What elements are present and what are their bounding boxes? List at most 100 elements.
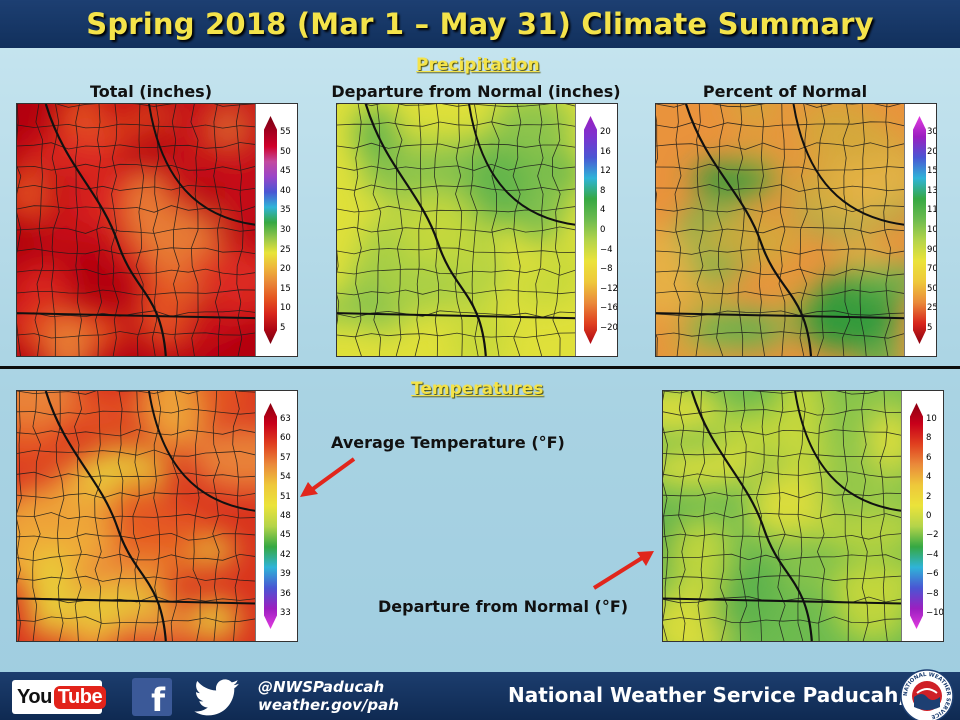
legend-tick: 63 xyxy=(280,414,291,424)
legend-tick: 20 xyxy=(280,264,291,275)
legend-tick: 40 xyxy=(280,185,291,196)
legend-tick: 42 xyxy=(280,549,291,560)
legend-tick: 30 xyxy=(280,225,291,235)
legend-tick: 4 xyxy=(600,205,606,216)
map-field-m0 xyxy=(17,104,257,356)
annotation-average-temperature: Average Temperature (°F) xyxy=(331,433,565,452)
footer-bar: You Tube f @NWSPaducah weather.gov/pah N… xyxy=(0,672,960,720)
legend-tick: 25 xyxy=(927,303,937,314)
legend-tick: 15 xyxy=(280,283,291,294)
social-links: @NWSPaducah weather.gov/pah xyxy=(258,678,399,714)
legend-tick: 50 xyxy=(927,283,937,294)
legend-tick: 45 xyxy=(280,166,291,177)
legend-tick: 36 xyxy=(280,588,291,599)
legend-tick: 8 xyxy=(926,433,932,444)
legend-tick: 130 xyxy=(927,185,936,196)
section-temperatures: Temperatures xyxy=(411,379,544,399)
legend-tick: 35 xyxy=(280,205,291,216)
twitter-handle[interactable]: @NWSPaducah xyxy=(258,678,385,696)
legend-tick: 10 xyxy=(926,414,937,424)
youtube-you-text: You xyxy=(17,685,52,708)
legend-color-bar xyxy=(910,403,923,629)
legend-tick: −20 xyxy=(600,323,618,333)
annotation-departure-temperature: Departure from Normal (°F) xyxy=(378,597,629,616)
arrow-right-icon xyxy=(592,551,654,590)
legend-tick: 0 xyxy=(600,225,606,235)
legend-tick: 6 xyxy=(926,452,932,463)
legend-tick: −2 xyxy=(926,530,939,541)
legend-tick: 5 xyxy=(280,323,286,333)
map-precip-percent: 300 200 150 130 110 100 90 70 50 25 5 xyxy=(655,103,937,357)
legend-precip-departure: 20 16 12 8 4 0 −4 −8 −12 −16 −20 xyxy=(575,104,617,356)
office-name: National Weather Service Paducah, KY xyxy=(508,683,943,707)
legend-tick: 90 xyxy=(927,244,937,255)
legend-tick: 200 xyxy=(927,146,936,157)
legend-tick: 25 xyxy=(280,244,291,255)
legend-tick: −6 xyxy=(926,569,939,580)
map-field-m1 xyxy=(337,104,577,356)
legend-tick: 150 xyxy=(927,166,936,177)
facebook-icon[interactable]: f xyxy=(132,678,172,716)
legend-tick: 48 xyxy=(280,511,291,521)
legend-tick: 33 xyxy=(280,608,291,618)
legend-tick: 5 xyxy=(927,323,933,333)
map-image-temp-departure xyxy=(663,391,903,641)
legend-tick: −8 xyxy=(926,588,939,599)
legend-tick: 12 xyxy=(600,166,611,177)
map-temp-average: 63 60 57 54 51 48 45 42 39 36 33 xyxy=(16,390,298,642)
legend-tick: 45 xyxy=(280,530,291,541)
legend-tick: −16 xyxy=(600,303,618,314)
legend-tick: 4 xyxy=(926,472,932,483)
legend-color-bar xyxy=(584,116,597,344)
header-banner: Spring 2018 (Mar 1 – May 31) Climate Sum… xyxy=(0,0,960,48)
map-precip-departure: 20 16 12 8 4 0 −4 −8 −12 −16 −20 xyxy=(336,103,618,357)
map-temp-departure: 10 8 6 4 2 0 −2 −4 −6 −8 −10 xyxy=(662,390,944,642)
youtube-tube-text: Tube xyxy=(53,685,107,709)
legend-tick: 70 xyxy=(927,264,937,275)
map-image-precip-total xyxy=(17,104,257,356)
legend-tick: 300 xyxy=(927,127,936,137)
map-precip-total: 55 50 45 40 35 30 25 20 15 10 5 xyxy=(16,103,298,357)
legend-tick: 8 xyxy=(600,185,606,196)
map-field-m2 xyxy=(656,104,906,356)
map-image-temp-average xyxy=(17,391,257,641)
legend-tick: 60 xyxy=(280,433,291,444)
legend-tick: −4 xyxy=(600,244,613,255)
nws-logo: NATIONAL WEATHER SERVICE xyxy=(900,669,954,720)
map-field-m4 xyxy=(663,391,903,641)
legend-tick: 10 xyxy=(280,303,291,314)
section-divider xyxy=(0,366,960,369)
section-precipitation: Precipitation xyxy=(416,55,540,75)
legend-tick: 16 xyxy=(600,146,611,157)
legend-tick: 110 xyxy=(927,205,936,216)
legend-tick: −10 xyxy=(926,608,944,618)
twitter-icon[interactable] xyxy=(192,678,242,716)
legend-temp-average: 63 60 57 54 51 48 45 42 39 36 33 xyxy=(255,391,297,641)
legend-tick: 39 xyxy=(280,569,291,580)
legend-tick: −8 xyxy=(600,264,613,275)
legend-precip-total: 55 50 45 40 35 30 25 20 15 10 5 xyxy=(255,104,297,356)
legend-color-bar xyxy=(913,116,926,344)
map-title-precip-percent: Percent of Normal xyxy=(702,82,868,101)
legend-precip-percent: 300 200 150 130 110 100 90 70 50 25 5 xyxy=(904,104,936,356)
legend-tick: 0 xyxy=(926,511,932,521)
legend-tick: −4 xyxy=(926,549,939,560)
map-image-precip-departure xyxy=(337,104,577,356)
legend-tick: 2 xyxy=(926,491,932,502)
page-title: Spring 2018 (Mar 1 – May 31) Climate Sum… xyxy=(86,7,874,41)
legend-tick: 54 xyxy=(280,472,291,483)
legend-tick: 51 xyxy=(280,491,291,502)
map-title-precip-departure: Departure from Normal (inches) xyxy=(331,82,621,101)
legend-color-bar xyxy=(264,116,277,344)
map-title-precip-total: Total (inches) xyxy=(89,82,213,101)
legend-temp-departure: 10 8 6 4 2 0 −2 −4 −6 −8 −10 xyxy=(901,391,943,641)
website-link[interactable]: weather.gov/pah xyxy=(258,696,399,714)
legend-color-bar xyxy=(264,403,277,629)
arrow-left-icon xyxy=(300,457,356,497)
youtube-icon[interactable]: You Tube xyxy=(12,680,107,714)
map-field-m3 xyxy=(17,391,257,641)
legend-tick: 57 xyxy=(280,452,291,463)
legend-tick: 50 xyxy=(280,146,291,157)
map-image-precip-percent xyxy=(656,104,906,356)
legend-tick: −12 xyxy=(600,283,618,294)
